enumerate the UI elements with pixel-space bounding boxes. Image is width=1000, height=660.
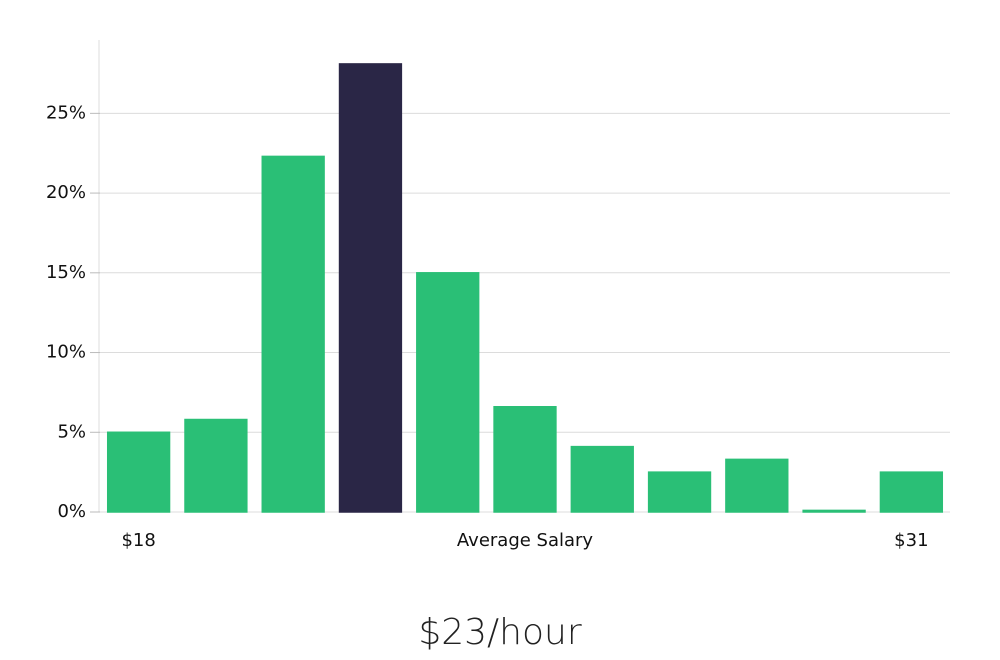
y-tick-label: 25% [46,102,86,123]
bar [184,418,248,513]
salary-footer: $23/hour [418,612,582,653]
bar [879,471,944,513]
x-tick-label: $31 [894,530,928,551]
bar [338,63,403,513]
bar [261,155,325,513]
y-tick-label: 0% [57,501,86,522]
y-tick-label: 10% [46,342,86,363]
x-tick-label: $18 [121,530,155,551]
y-tick-label: 20% [46,182,86,203]
x-tick-label: Average Salary [457,530,594,551]
bar [493,406,557,513]
y-tick-label: 15% [46,262,86,283]
bar [802,509,866,513]
bar [416,272,480,513]
bar [106,431,171,513]
y-tick-label: 5% [57,421,86,442]
bar [570,445,634,513]
bar [647,471,712,513]
bar [725,458,789,513]
